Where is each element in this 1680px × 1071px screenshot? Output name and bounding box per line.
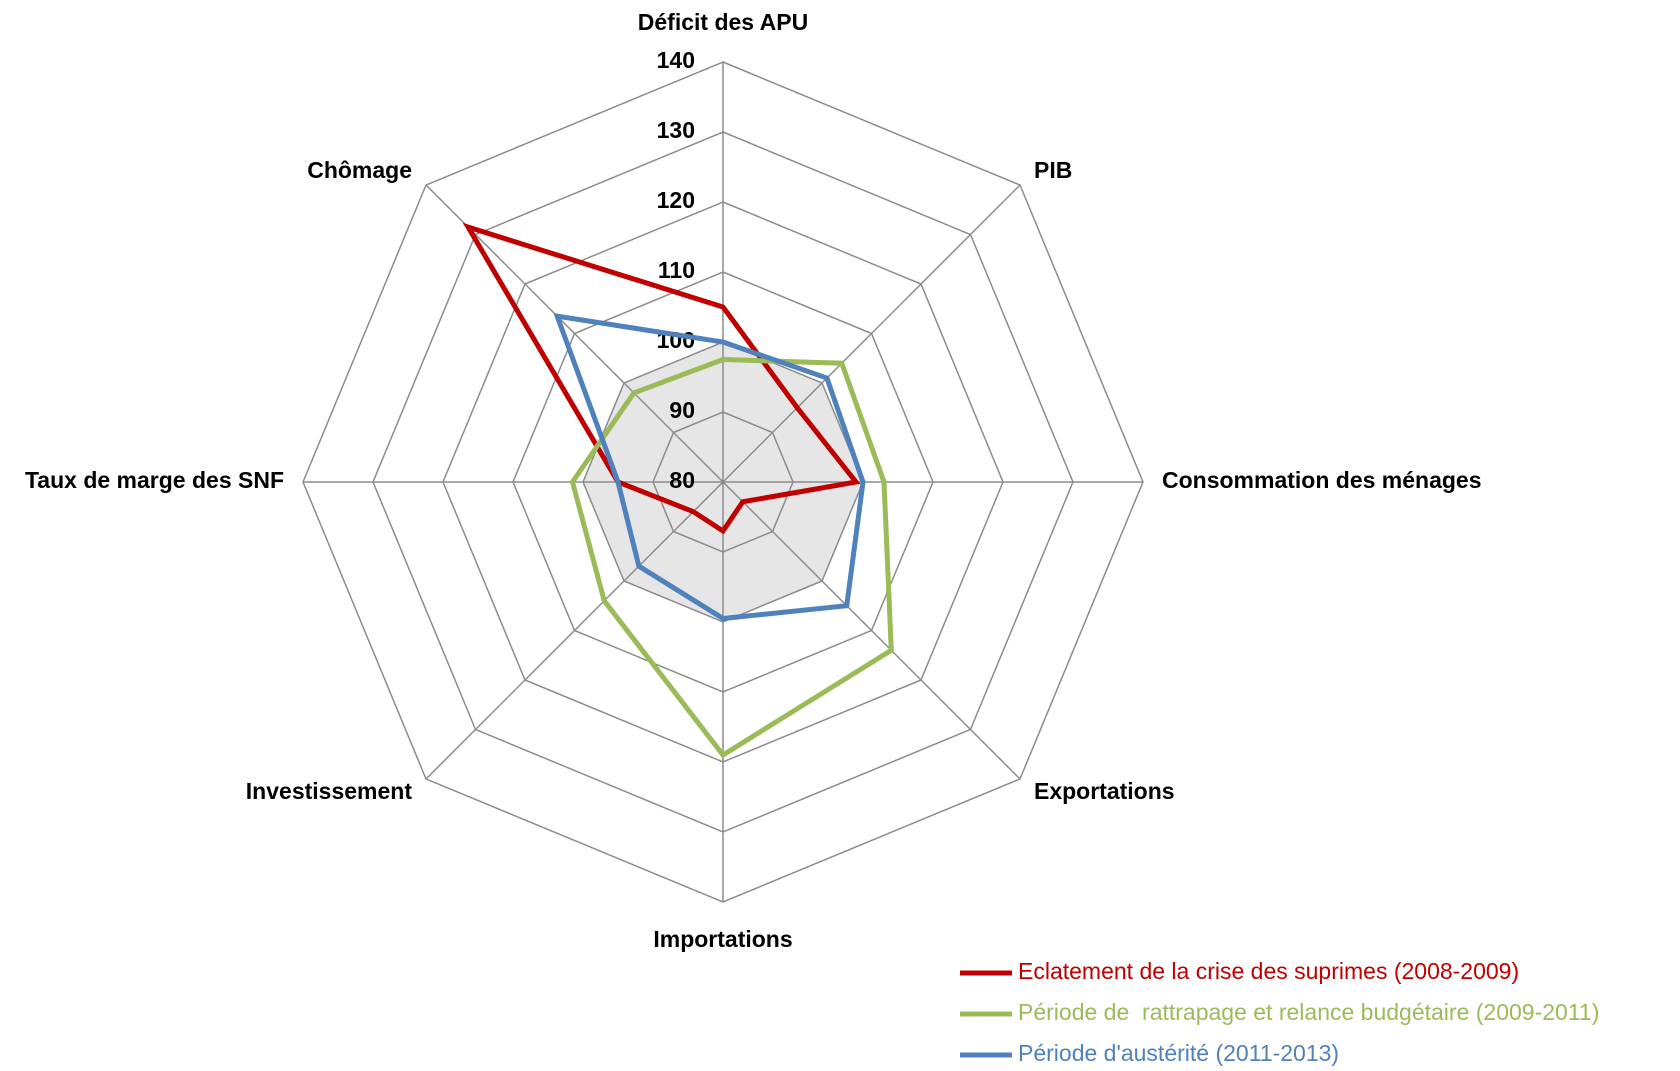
legend-label: Eclatement de la crise des suprimes (200… bbox=[1018, 958, 1519, 984]
category-label: Chômage bbox=[307, 157, 412, 183]
tick-label: 110 bbox=[658, 257, 695, 283]
category-label: Exportations bbox=[1034, 778, 1175, 804]
spoke bbox=[722, 184, 1021, 483]
tick-label: 90 bbox=[669, 397, 695, 423]
tick-label: 120 bbox=[657, 187, 695, 213]
tick-label: 130 bbox=[657, 117, 695, 143]
category-label: Investissement bbox=[246, 778, 413, 804]
category-label: Déficit des APU bbox=[638, 9, 808, 35]
series-line bbox=[569, 356, 894, 759]
spoke bbox=[425, 184, 724, 483]
category-label: Taux de marge des SNF bbox=[25, 467, 284, 493]
tick-label: 80 bbox=[669, 467, 695, 493]
category-label: Consommation des ménages bbox=[1162, 467, 1482, 493]
category-label: Importations bbox=[653, 926, 792, 952]
tick-label: 140 bbox=[657, 47, 695, 73]
spoke bbox=[425, 481, 724, 780]
legend-label: Période d'austérité (2011-2013) bbox=[1018, 1040, 1339, 1066]
series-line bbox=[553, 313, 866, 622]
category-label: PIB bbox=[1034, 157, 1072, 183]
legend-label: Période de rattrapage et relance budgéta… bbox=[1018, 999, 1599, 1025]
spoke bbox=[722, 481, 1021, 780]
series-line bbox=[462, 222, 861, 535]
